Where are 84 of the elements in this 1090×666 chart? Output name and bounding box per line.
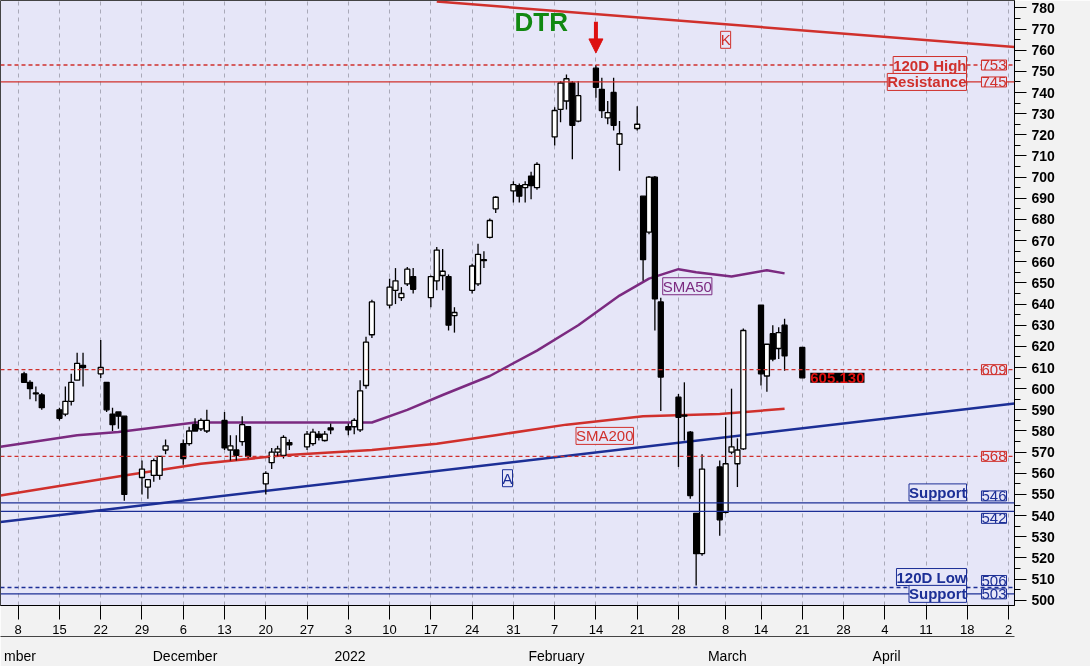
candlestick (138, 459, 146, 496)
candlestick (598, 77, 605, 119)
x-tick-label: 24 (464, 621, 480, 637)
ref-line-label: 120D High (893, 56, 967, 74)
y-tick-label: 740 (1031, 84, 1056, 101)
ref-line-label: Resistance (887, 73, 967, 91)
y-tick-label: 510 (1031, 571, 1056, 588)
ref-line-label: Support (909, 585, 967, 603)
y-tick-label: 650 (1031, 274, 1056, 291)
y-tick-label: 730 (1031, 105, 1056, 122)
text: April (872, 647, 901, 664)
annotation: 753 (981, 56, 1007, 74)
series-label: SMA200 (576, 427, 634, 445)
series-label: A (502, 469, 513, 487)
annotation: 745 (981, 72, 1007, 90)
y-tick-label: 760 (1031, 42, 1056, 59)
x-tick-label: 27 (299, 621, 315, 637)
y-tick-label: 660 (1031, 253, 1056, 270)
annotation: 609 (981, 360, 1007, 378)
x-tick-label: 14 (753, 621, 769, 637)
y-tick-label: 750 (1031, 63, 1056, 80)
text: March (707, 647, 747, 664)
x-tick-label: 18 (960, 621, 975, 637)
y-tick-label: 780 (1031, 0, 1056, 16)
y-tick-label: 610 (1031, 359, 1056, 376)
text: mber (4, 647, 37, 664)
x-tick-label: 17 (423, 621, 439, 637)
y-tick-label: 620 (1031, 338, 1056, 355)
ref-line-label: Support (909, 483, 967, 501)
x-tick-label: 3 (344, 621, 352, 637)
annotation: 568 (981, 447, 1007, 465)
y-tick-label: 560 (1031, 465, 1056, 482)
x-tick-label: 31 (506, 621, 521, 637)
x-tick-label: 15 (52, 621, 67, 637)
line-series (0, 267, 786, 449)
x-tick-label: 11 (919, 621, 933, 637)
y-tick-label: 500 (1031, 592, 1056, 609)
y-tick-label: 630 (1031, 317, 1056, 334)
x-tick-label: 8 (722, 621, 730, 637)
y-tick-label: 680 (1031, 211, 1056, 228)
y-tick-label: 580 (1031, 422, 1056, 439)
candlestick (262, 470, 269, 496)
x-tick-label: 22 (93, 621, 108, 637)
text: February (528, 647, 585, 664)
y-tick-label: 640 (1031, 296, 1056, 313)
x-tick-label: 21 (795, 621, 810, 637)
x-tick-label: 7 (551, 621, 559, 637)
annotation: 605.130 (810, 368, 865, 386)
x-tick-label: 29 (134, 621, 150, 637)
y-tick-label: 520 (1031, 549, 1056, 566)
y-tick-label: 540 (1031, 507, 1056, 524)
x-tick-label: 14 (588, 621, 604, 637)
y-tick-label: 570 (1031, 444, 1056, 461)
x-tick-label: 28 (671, 621, 686, 637)
x-tick-label: 4 (881, 621, 889, 637)
x-tick-label: 20 (258, 621, 274, 637)
y-tick-label: 590 (1031, 401, 1056, 418)
y-tick-label: 710 (1031, 147, 1056, 164)
candlestick (616, 120, 623, 172)
y-tick-label: 690 (1031, 190, 1056, 207)
y-tick-label: 700 (1031, 169, 1056, 186)
y-tick-label: 770 (1031, 21, 1056, 38)
annotation: 542 (981, 509, 1007, 527)
annotation: 546 (981, 486, 1007, 504)
x-tick-label: 28 (836, 621, 851, 637)
x-tick-label: 8 (14, 621, 22, 637)
x-tick-label: 2 (1004, 621, 1013, 637)
x-tick-label: 13 (217, 621, 232, 637)
x-tick-label: 21 (629, 621, 645, 637)
y-tick-label: 720 (1031, 126, 1056, 143)
annotation: DTR (514, 6, 569, 37)
candlestick (144, 478, 152, 500)
y-tick-label: 550 (1031, 486, 1056, 503)
candlestick (634, 105, 641, 132)
annotation: 503 (981, 584, 1007, 602)
x-tick-label: 10 (382, 621, 397, 637)
y-tick-label: 530 (1031, 528, 1056, 545)
candlestick (97, 339, 104, 379)
text: 2022 (334, 647, 366, 664)
ref-line-label: 120D Low (896, 568, 967, 586)
x-tick-label: 6 (179, 621, 187, 637)
y-tick-label: 670 (1031, 232, 1056, 249)
text: December (152, 647, 218, 664)
y-tick-label: 600 (1031, 380, 1056, 397)
